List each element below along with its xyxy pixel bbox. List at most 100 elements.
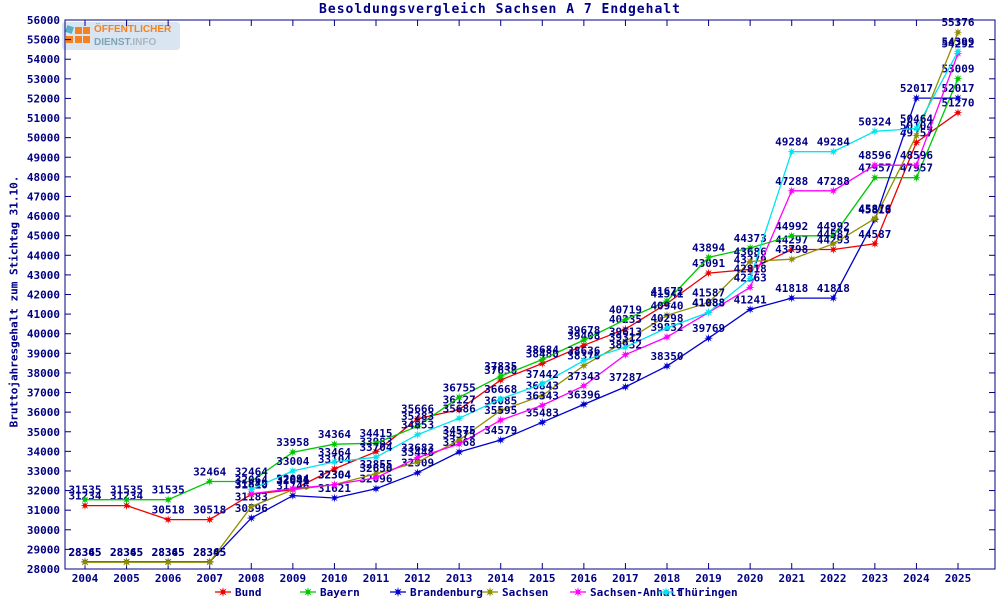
data-point-bayern [662,296,672,306]
legend-item-thüringen[interactable]: Thüringen [658,584,738,600]
point-label-bayern: 32464 [235,465,268,478]
data-point-sachsen [579,361,589,370]
data-point-sachsen [953,27,963,37]
data-point-bayern [330,439,339,449]
point-label-bund: 32044 [276,474,309,487]
data-point-sachsen-anhalt [579,381,589,391]
data-point-brandenburg [371,484,381,494]
point-label-bund: 35666 [401,403,434,416]
point-label-sachsen-anhalt: 32650 [359,462,392,475]
data-point-bund [80,501,90,510]
data-point-bayern [205,477,215,486]
data-point-sachsen [870,214,880,223]
data-point-thüringen [579,356,589,365]
series-line-bayern [85,78,959,501]
point-label-bund: 30518 [193,504,226,517]
logo-line2a: DIENST [94,36,130,48]
point-label-bayern: 31535 [152,484,185,497]
data-point-sachsen-anhalt [537,401,547,410]
point-label-brandenburg: 35483 [526,406,559,419]
point-label-sachsen-anhalt: 47288 [817,175,850,188]
data-point-sachsen-anhalt [787,186,797,196]
data-point-sachsen [745,257,755,266]
legend-marker-icon [390,587,406,597]
data-point-brandenburg [288,491,298,500]
point-label-bayern: 34364 [318,428,351,441]
y-tick-label: 56000 [27,14,60,27]
data-point-bayern [496,371,506,381]
y-tick-label: 51000 [27,112,60,125]
y-tick-label: 47000 [27,190,60,203]
x-tick-label: 2022 [820,572,847,585]
data-point-thüringen [662,323,672,333]
data-point-bayern [870,173,880,183]
legend-item-sachsen[interactable]: Sachsen [482,584,548,600]
legend-label: Bayern [320,585,360,599]
data-point-thüringen [496,394,506,404]
data-point-sachsen [704,298,713,307]
legend-item-brandenburg[interactable]: Brandenburg [390,584,483,600]
y-tick-label: 36000 [27,406,60,419]
point-label-sachsen-anhalt: 34375 [443,428,476,441]
point-label-thüringen: 40298 [650,312,683,325]
point-label-sachsen: 28345 [110,546,143,559]
data-point-thüringen [371,452,381,462]
x-tick-label: 2008 [238,572,265,585]
point-label-thüringen: 33464 [318,446,351,459]
y-tick-label: 37000 [27,387,60,400]
data-point-thüringen [870,126,880,136]
point-label-bayern: 32464 [193,465,226,478]
point-label-thüringen: 54399 [941,35,974,48]
point-label-thüringen: 32064 [235,473,268,486]
point-label-sachsen: 38376 [567,350,600,363]
point-label-brandenburg: 52017 [900,82,933,95]
data-point-bund [787,245,797,254]
logo-line1: ÖFFENTLICHER [94,23,172,35]
data-point-sachsen [163,557,173,567]
point-label-thüringen: 49284 [775,136,808,149]
data-point-bayern [787,231,797,241]
point-label-sachsen: 39613 [609,325,642,338]
point-label-brandenburg: 34579 [484,424,517,437]
point-label-bayern: 41672 [650,285,683,298]
y-tick-label: 45000 [27,230,60,243]
point-label-brandenburg: 41241 [734,293,767,306]
data-point-bayern [579,335,589,345]
data-point-sachsen [537,391,547,401]
point-label-sachsen: 43798 [775,243,808,256]
y-tick-label: 48000 [27,171,60,184]
data-point-brandenburg [745,304,755,314]
point-label-bayern: 37835 [484,360,517,373]
legend-marker-icon [215,587,231,597]
legend-item-bayern[interactable]: Bayern [300,584,360,600]
point-label-thüringen: 36668 [484,383,517,396]
data-point-sachsen-anhalt [371,473,381,483]
point-label-bayern: 36755 [443,381,476,394]
x-tick-label: 2023 [862,572,889,585]
data-point-sachsen-anhalt [662,332,672,342]
data-point-bayern [745,243,755,253]
data-point-brandenburg [662,361,672,371]
data-point-bayern [454,392,464,402]
point-label-thüringen: 42818 [734,262,767,275]
x-tick-label: 2016 [571,572,598,585]
legend-item-bund[interactable]: Bund [215,584,262,600]
data-point-sachsen [80,557,90,567]
x-tick-label: 2007 [196,572,223,585]
data-point-thüringen [454,413,464,423]
data-point-brandenburg [953,93,963,103]
data-point-bund [205,515,215,525]
data-point-bayern [371,438,381,448]
point-label-sachsen: 44587 [817,228,850,241]
point-label-thüringen: 38636 [567,344,600,357]
point-label-sachsen-anhalt: 36343 [526,389,559,402]
legend-marker-icon [570,587,586,597]
legend: Bund Bayern Brandenburg Sachsen Sachsen-Anha… [0,584,1000,600]
y-tick-label: 52000 [27,92,60,105]
point-label-brandenburg: 28365 [152,546,185,559]
legend-item-sachsen-anhalt[interactable]: Sachsen-Anhalt [570,584,683,600]
site-logo[interactable]: ÖFFENTLICHER DIENST.INFO [62,22,180,50]
point-label-bayern: 44992 [775,220,808,233]
data-point-sachsen-anhalt [870,160,880,170]
